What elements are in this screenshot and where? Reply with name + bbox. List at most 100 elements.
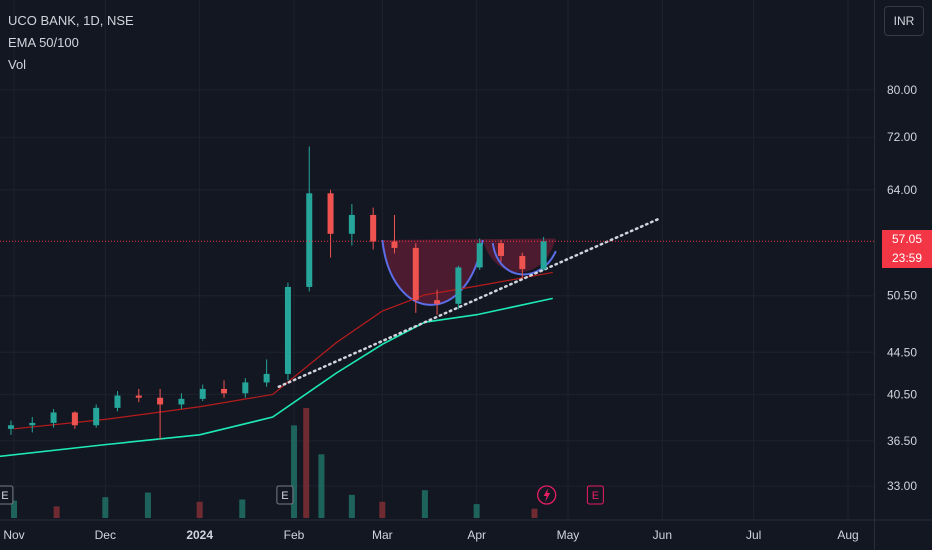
x-tick-label-6: May [557,528,580,542]
candle-21 [455,265,462,310]
candle-body-7 [157,397,164,405]
x-tick-label-9: Aug [837,528,858,542]
candle-body-12 [263,373,270,383]
candle-15 [327,189,334,258]
price-axis[interactable]: 80.00 72.00 64.00 50.50 44.50 40.50 36.50 33.00 [887,83,917,493]
candle-body-23 [498,243,505,256]
svg-text:E: E [592,490,599,502]
volume-bar-11 [421,490,428,518]
support-trendline[interactable] [277,217,661,389]
svg-text:E: E [281,490,288,502]
candle-16 [348,203,355,246]
candle-body-13 [284,286,291,374]
bar-countdown-tag: 23:59 [882,249,932,269]
x-tick-label-3: Feb [284,528,305,542]
volume-bars [11,408,538,518]
candlestick-series [7,146,547,440]
cup-pattern-curve [381,239,484,306]
volume-bar-2 [102,497,109,518]
earnings-marker-2[interactable]: E [276,485,294,505]
last-price-tag: 57.05 [882,230,932,250]
volume-bar-4 [196,501,203,518]
y-tick-label-7: 33.00 [887,479,917,493]
candle-3 [71,411,78,429]
handle-pattern-curve [491,243,557,276]
ema-indicator-label[interactable]: EMA 50/100 [8,35,79,50]
candle-19 [412,243,419,313]
candle-25 [540,236,547,271]
chart-legend: UCO BANK, 1D, NSE EMA 50/100 Vol [8,10,134,76]
y-tick-label-4: 44.50 [887,345,917,359]
candle-13 [284,282,291,381]
x-tick-label-7: Jun [653,528,672,542]
candle-body-17 [370,214,377,242]
candle-body-20 [434,300,441,304]
x-tick-label-2: 2024 [186,528,213,542]
candle-12 [263,359,270,387]
volume-bar-10 [379,501,386,518]
candle-body-1 [29,422,36,426]
volume-bar-9 [348,494,355,518]
candle-body-21 [455,267,462,304]
volume-bar-8 [318,454,325,518]
candle-7 [157,388,164,440]
x-tick-label-8: Jul [746,528,761,542]
volume-bar-6 [291,425,298,518]
candle-body-5 [114,395,121,408]
currency-button[interactable]: INR [884,6,924,36]
y-tick-label-1: 72.00 [887,130,917,144]
candle-17 [370,207,377,250]
candle-body-0 [7,425,14,429]
candle-body-6 [135,395,142,398]
x-tick-label-1: Dec [95,528,116,542]
candle-body-2 [50,412,57,423]
candle-20 [434,289,441,315]
y-tick-label-6: 36.50 [887,434,917,448]
y-tick-label-2: 64.00 [887,183,917,197]
price-axis-separator [874,0,875,550]
candle-24 [519,252,526,278]
candle-8 [178,393,185,410]
candle-body-9 [199,388,206,399]
symbol-title[interactable]: UCO BANK, 1D, NSE [8,13,134,28]
candle-6 [135,388,142,403]
candle-2 [50,409,57,428]
candle-body-24 [519,255,526,270]
earnings-marker-upcoming[interactable]: E [586,485,604,505]
candle-body-10 [221,388,228,394]
candle-11 [242,378,249,398]
candle-body-22 [476,243,483,268]
candle-4 [93,404,100,428]
volume-bar-0 [11,500,17,518]
volume-indicator-label[interactable]: Vol [8,57,27,72]
earnings-marker-1[interactable]: E [0,485,14,505]
candle-body-14 [306,193,313,287]
y-tick-label-3: 50.50 [887,289,917,303]
y-tick-label-0: 80.00 [887,83,917,97]
candle-body-11 [242,382,249,394]
candle-body-15 [327,193,334,234]
time-axis[interactable]: Nov Dec 2024 Feb Mar Apr May Jun Jul Aug [0,519,932,542]
cup-and-handle-fill [382,238,556,305]
y-tick-label-5: 40.50 [887,387,917,401]
volume-bar-13 [531,508,538,518]
candle-body-3 [71,412,78,426]
candle-body-4 [93,407,100,426]
ema-100-line [0,297,553,458]
candle-5 [114,391,121,412]
candle-body-8 [178,398,185,405]
volume-bar-1 [53,506,60,518]
candle-1 [29,417,36,433]
candle-22 [476,238,483,270]
candle-23 [498,240,505,262]
volume-bar-3 [144,492,151,518]
candle-10 [221,380,228,398]
volume-bar-12 [473,504,480,518]
x-tick-label-0: Nov [3,528,24,542]
volume-bar-5 [239,499,246,518]
candle-body-16 [348,214,355,234]
lightning-icon[interactable] [537,485,557,505]
volume-bar-7 [303,408,310,518]
